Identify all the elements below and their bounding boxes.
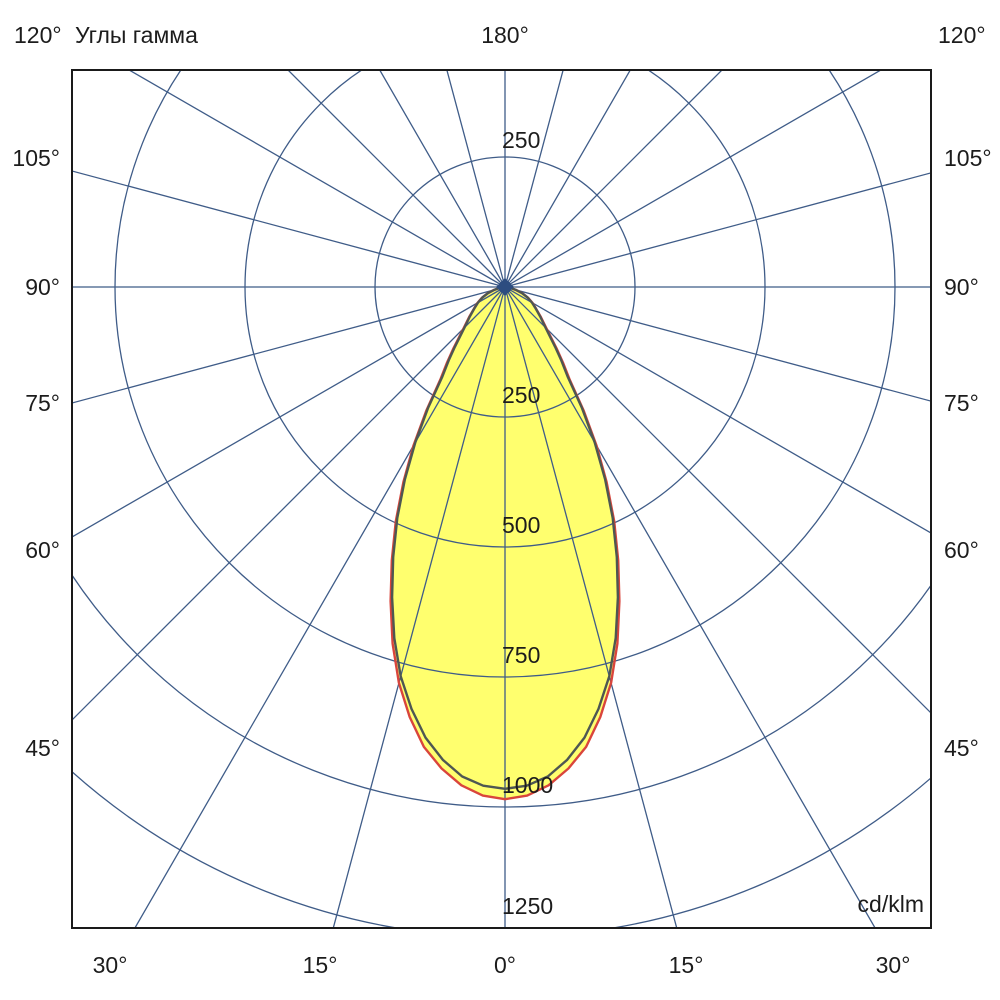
- grid-ray: [504, 286, 931, 402]
- gamma-label-right-45: 45°: [944, 735, 979, 761]
- grid-ray: [378, 70, 506, 288]
- grid-ray: [504, 286, 931, 534]
- radial-tick-label-top: 250: [502, 127, 540, 153]
- gamma-label-right-90: 90°: [944, 274, 979, 300]
- gamma-label-top-right: 120°: [938, 22, 986, 48]
- units-label: cd/klm: [858, 891, 924, 917]
- gamma-label-left-45: 45°: [25, 735, 60, 761]
- radial-tick-label: 750: [502, 642, 540, 668]
- gamma-label-top-center: 180°: [481, 22, 529, 48]
- grid-ray: [332, 286, 506, 928]
- grid-ray: [127, 70, 506, 288]
- gamma-label-right-75: 75°: [944, 390, 979, 416]
- gamma-label-left-105: 105°: [12, 145, 60, 171]
- gamma-label-right-60: 60°: [944, 537, 979, 563]
- gamma-label-left-90: 90°: [25, 274, 60, 300]
- c-label-bottom-30-right: 30°: [875, 952, 911, 978]
- grid-ray: [504, 286, 678, 928]
- chart-title: Углы гамма: [75, 22, 198, 48]
- grid-ray: [287, 70, 506, 288]
- radial-tick-label: 1250: [502, 893, 553, 919]
- gamma-label-left-60: 60°: [25, 537, 60, 563]
- grid-ray: [504, 286, 931, 714]
- c-label-bottom-15-left: 15°: [302, 952, 338, 978]
- grid-ray: [446, 70, 506, 288]
- gamma-label-left-75: 75°: [25, 390, 60, 416]
- grid-ray: [134, 286, 506, 928]
- gamma-label-right-105: 105°: [944, 145, 992, 171]
- center-marker: [496, 278, 514, 296]
- radial-tick-labels: 250 250 500 750 1000 1250: [502, 127, 553, 919]
- grid-ray: [504, 70, 883, 288]
- plot-border: [71, 69, 932, 929]
- grid-ray: [72, 170, 506, 288]
- radial-tick-label: 500: [502, 512, 540, 538]
- gamma-label-top-left: 120°: [14, 22, 62, 48]
- main-curve-outline: [390, 285, 620, 790]
- grid-ray: [504, 70, 723, 288]
- radial-tick-label: 1000: [502, 772, 553, 798]
- c-label-bottom-15-right: 15°: [668, 952, 704, 978]
- grid-ray: [72, 286, 506, 538]
- radial-tick-label: 250: [502, 382, 540, 408]
- grid-ray: [72, 286, 506, 721]
- grid-ray: [72, 286, 506, 404]
- c-label-bottom-30-left: 30°: [92, 952, 128, 978]
- grid-ray: [504, 286, 876, 928]
- grid-ray: [504, 172, 931, 288]
- grid-ray: [504, 70, 564, 288]
- grid-ray: [504, 70, 632, 288]
- c-label-bottom-0: 0°: [494, 952, 516, 978]
